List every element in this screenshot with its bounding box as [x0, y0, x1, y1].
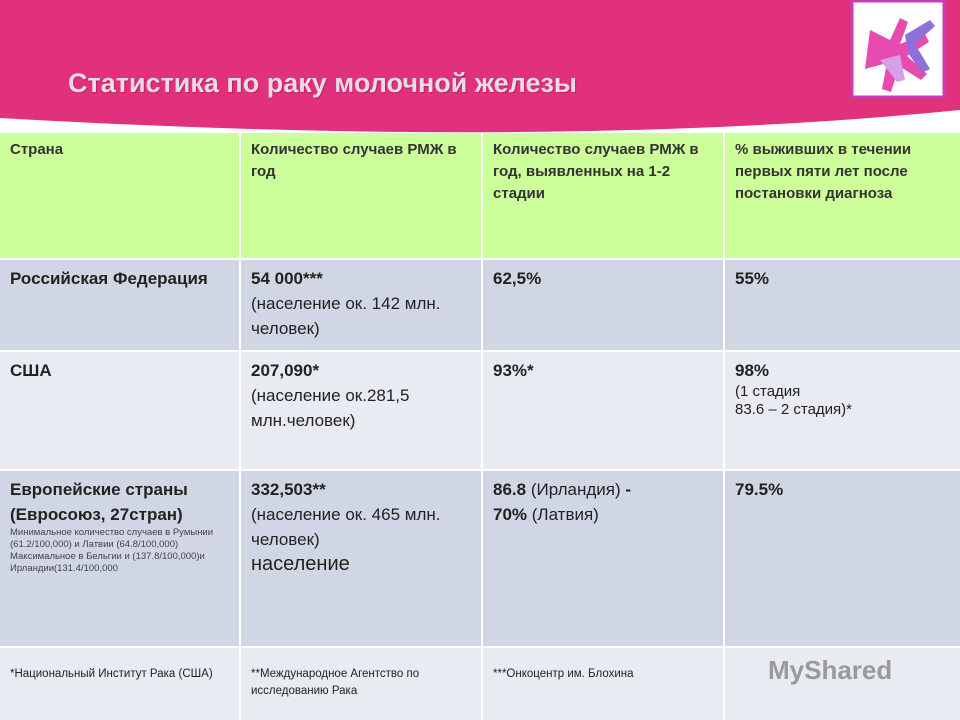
cell: 207,090* (население ок.281,5 млн.человек) — [241, 352, 481, 469]
cell: 86.8 (Ирландия) - 70% (Латвия) — [483, 471, 723, 646]
header-cell: Количество случаев РМЖ в год, выявленных… — [483, 133, 723, 258]
cell: США — [0, 352, 239, 469]
logo-hands — [865, 18, 935, 92]
cell: Европейские страны (Евросоюз, 27стран) Ми… — [0, 471, 239, 646]
population: (население ок.281,5 млн.человек) — [251, 386, 410, 430]
country-note: Максимальное в Бельгии и (137.8/100,000)… — [10, 551, 205, 574]
country-note: Минимальное количество случаев в Румынии… — [10, 527, 214, 550]
cell: 98% (1 стадия 83.6 – 2 стадия)* — [725, 352, 960, 469]
cell: Российская Федерация — [0, 260, 239, 350]
watermark: MyShared — [768, 655, 893, 685]
early-stage: 70% — [493, 505, 528, 524]
population: (население ок. 142 млн. человек) — [251, 294, 441, 338]
footnote-cell: **Международное Агентство по исследовани… — [241, 648, 481, 720]
survival: 55% — [735, 269, 770, 288]
slide-title: Статистика по раку молочной железы — [68, 68, 577, 98]
cell: 93%* — [483, 352, 723, 469]
footnote: ***Онкоцентр им. Блохина — [493, 668, 634, 680]
cell: 55% — [725, 260, 960, 350]
header-cell: Количество случаев РМЖ в год — [241, 133, 481, 258]
country: США — [10, 361, 52, 380]
survival: 79.5% — [735, 480, 784, 499]
country-ref: (Латвия) — [531, 505, 599, 524]
header-cell: % выживших в течении первых пяти лет пос… — [725, 133, 960, 258]
cases: 207,090* — [251, 361, 320, 380]
footnote: **Международное Агентство по исследовани… — [251, 668, 420, 697]
cell: 54 000*** (население ок. 142 млн. человек… — [241, 260, 481, 350]
survival-note: 83.6 – 2 стадия)* — [735, 401, 853, 418]
footnote-cell: ***Онкоцентр им. Блохина — [483, 648, 723, 720]
dash: - — [625, 480, 632, 499]
country-ref: (Ирландия) — [530, 480, 621, 499]
header-cell: Страна — [0, 133, 239, 258]
footnote-cell — [725, 648, 960, 720]
footnote-cell: *Национальный Институт Рака (США) — [0, 648, 239, 720]
table: Страна Количество случаев РМЖ в год Коли… — [0, 133, 960, 720]
cases: 332,503** — [251, 480, 326, 499]
cell: 62,5% — [483, 260, 723, 350]
footnote: *Национальный Институт Рака (США) — [10, 668, 213, 680]
population: (население ок. 465 млн. человек) — [251, 505, 441, 549]
survival-note: (1 стадия — [735, 383, 801, 400]
early-stage: 93%* — [493, 361, 534, 380]
country: Российская Федерация — [10, 269, 208, 288]
survival: 98% — [735, 361, 770, 380]
country: Европейские страны (Евросоюз, 27стран) — [10, 480, 188, 524]
pink-band — [0, 0, 960, 133]
cases: 54 000*** — [251, 269, 323, 288]
header-band — [0, 0, 960, 133]
early-stage: 62,5% — [493, 269, 542, 288]
cell: 79.5% — [725, 471, 960, 646]
cell: 332,503** (население ок. 465 млн. человек… — [241, 471, 481, 646]
early-stage: 86.8 — [493, 480, 527, 499]
population-word: население — [251, 553, 350, 575]
